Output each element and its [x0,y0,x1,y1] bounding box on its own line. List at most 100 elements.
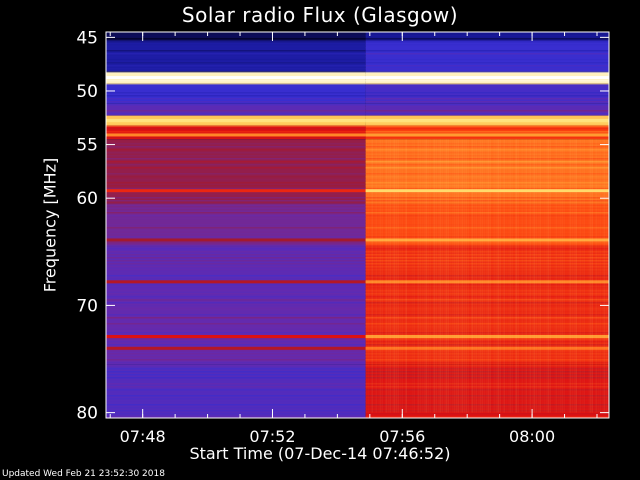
burst-streak [571,139,573,413]
stria-pre [106,254,366,256]
stria-post [365,341,609,343]
stria-pre [106,128,366,130]
stria-pre [106,101,366,103]
burst-streak [381,139,383,413]
stria-pre [106,275,366,277]
line-pre-0 [106,76,366,80]
stria-post [365,257,609,259]
burst-streak [577,139,579,413]
stria-pre [106,344,366,346]
stria-post [365,158,609,160]
band-pre-4 [106,103,366,116]
stria-post [365,368,609,370]
stria-post [365,401,609,403]
burst-streak [479,139,481,413]
burst-streak [463,139,465,413]
line-pre-5 [106,280,366,284]
stria-pre [106,338,366,340]
x-tick-label: 07:48 [120,427,166,446]
stria-pre [106,296,366,298]
stria-post [365,98,609,100]
stria-post [365,323,609,325]
stria-post [365,173,609,175]
stria-post [365,233,609,235]
stria-post [365,299,609,301]
line-post-1 [365,118,609,122]
stria-post [365,104,609,106]
stria-pre [106,404,366,406]
stria-pre [106,230,366,232]
heatmap-area [106,32,609,418]
burst-streak [469,139,471,413]
stria-pre [106,170,366,172]
stria-post [365,176,609,178]
stria-pre [106,65,366,67]
stria-post [365,302,609,304]
stria-pre [106,179,366,181]
burst-streak [407,139,409,413]
stria-pre [106,140,366,142]
burst-streak [529,139,531,413]
stria-pre [106,35,366,37]
burst-streak [445,139,447,413]
stria-pre [106,350,366,352]
stria-pre [106,416,366,418]
y-axis-label: Frequency [MHz] [40,157,60,293]
stria-pre [106,251,366,253]
stria-pre [106,155,366,157]
burst-streak [597,139,599,413]
stria-post [365,185,609,187]
y-tick-label: 80 [76,404,98,424]
stria-post [365,35,609,37]
stria-pre [106,68,366,70]
stria-post [365,131,609,133]
stria-post [365,329,609,331]
stria-post [365,275,609,277]
line-post-3 [365,189,609,193]
stria-post [365,359,609,361]
stria-post [365,416,609,418]
burst-streak [377,139,379,413]
burst-streak [485,139,487,413]
burst-streak [535,139,537,413]
stria-pre [106,224,366,226]
stria-post [365,248,609,250]
burst-streak [455,139,457,413]
stria-pre [106,146,366,148]
stria-pre [106,173,366,175]
burst-streak [589,139,591,413]
stria-pre [106,110,366,112]
stria-pre [106,392,366,394]
stria-pre [106,107,366,109]
stria-pre [106,38,366,40]
stria-pre [106,233,366,235]
burst-streak [533,139,535,413]
line-post-6 [365,335,609,339]
stria-post [365,224,609,226]
stria-pre [106,215,366,217]
burst-streak [591,139,593,413]
burst-streak [499,139,501,413]
stria-post [365,308,609,310]
stria-post [365,413,609,415]
stria-post [365,362,609,364]
line-pre-2 [106,133,366,137]
stria-pre [106,395,366,397]
burst-streak [565,139,567,413]
stria-post [365,284,609,286]
burst-streak [545,139,547,413]
burst-streak [369,139,371,413]
burst-streak [385,139,387,413]
stria-post [365,152,609,154]
stria-pre [106,407,366,409]
stria-pre [106,137,366,139]
stria-post [365,320,609,322]
stria-pre [106,314,366,316]
y-tick-label: 55 [76,136,98,156]
burst-streak [603,139,605,413]
line-pre-4 [106,238,366,242]
stria-post [365,266,609,268]
stria-post [365,242,609,244]
axes: 45 50 55 60 70 80 07:48 07:52 07:56 08:00 [76,28,610,446]
stria-pre [106,161,366,163]
